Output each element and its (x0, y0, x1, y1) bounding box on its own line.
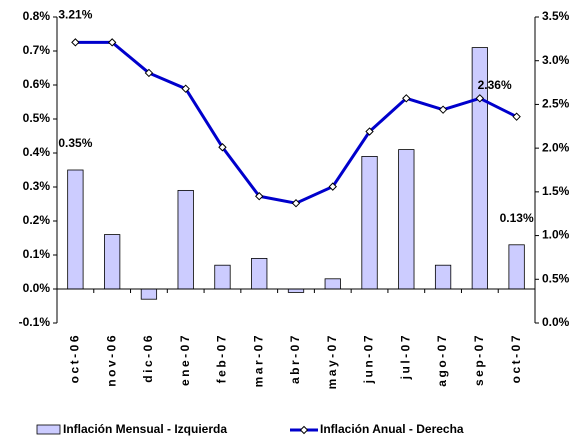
bar (361, 155, 378, 290)
x-tick-label: sep-07 (472, 333, 486, 386)
marker (144, 68, 154, 78)
x-tick-label: oct-07 (509, 333, 523, 383)
marker (181, 84, 190, 93)
bar (324, 278, 341, 290)
data-label: 2.36% (478, 78, 512, 92)
line (75, 40, 518, 205)
y-tick-label: -0.1% (19, 315, 51, 329)
x-tick-label: jul-07 (398, 333, 412, 380)
y-tick-label: 0.3% (23, 179, 51, 193)
data-label: 0.13% (500, 211, 534, 225)
x-tick-label: may-07 (325, 333, 339, 389)
x-tick-label: ago-07 (435, 333, 449, 387)
bar (67, 169, 84, 290)
legend-label: Inflación Mensual - Izquierda (63, 422, 227, 436)
marker (402, 94, 411, 103)
y-tick-label: 0.5% (23, 111, 51, 125)
bar (140, 288, 158, 300)
y2-tick-label: 1.5% (542, 184, 570, 198)
x-tick-label: feb-07 (215, 333, 229, 383)
marker (328, 182, 337, 191)
y2-tick-label: 0.0% (542, 315, 570, 329)
data-label: 3.21% (58, 8, 92, 22)
data-label: 0.35% (58, 136, 92, 150)
marker (218, 143, 227, 152)
bar (104, 234, 121, 290)
marker (512, 112, 521, 121)
y-tick-label: 0.6% (23, 77, 51, 91)
x-tick-label: mar-07 (251, 333, 265, 387)
y2-tick-label: 2.0% (542, 140, 570, 154)
marker (365, 127, 374, 136)
legend-marker (299, 425, 309, 435)
legend-label: Inflación Anual - Derecha (320, 422, 464, 436)
legend-swatch (36, 424, 61, 435)
marker (71, 38, 80, 47)
y-tick-label: 0.2% (23, 213, 51, 227)
y2-tick-label: 3.0% (542, 53, 570, 67)
y-tick-label: 0.1% (23, 247, 51, 261)
y2-tick-label: 2.5% (542, 97, 570, 111)
bar (177, 189, 194, 290)
y-tick-label: 0.7% (23, 43, 51, 57)
y-tick-label: 0.8% (23, 9, 51, 23)
bar (251, 257, 268, 290)
marker (438, 105, 448, 114)
y2-tick-label: 0.5% (542, 271, 570, 285)
y-tick-label: 0.0% (23, 281, 51, 295)
marker (255, 192, 264, 201)
marker (475, 94, 485, 103)
bar (508, 244, 525, 290)
x-tick-label: oct-06 (68, 333, 82, 383)
y2-tick-label: 3.5% (542, 9, 570, 23)
bar (398, 149, 415, 290)
y-tick-label: 0.4% (23, 145, 51, 159)
y2-tick-label: 1.0% (542, 228, 570, 242)
x-tick-label: abr-07 (288, 333, 302, 384)
marker (291, 199, 301, 208)
x-tick-label: dic-06 (141, 333, 155, 383)
x-tick-label: ene-07 (178, 333, 192, 386)
x-tick-label: nov-06 (104, 333, 118, 387)
marker (107, 38, 117, 47)
bar (434, 264, 452, 290)
x-tick-label: jun-07 (362, 333, 376, 384)
bar (287, 288, 305, 293)
bar (214, 264, 231, 290)
